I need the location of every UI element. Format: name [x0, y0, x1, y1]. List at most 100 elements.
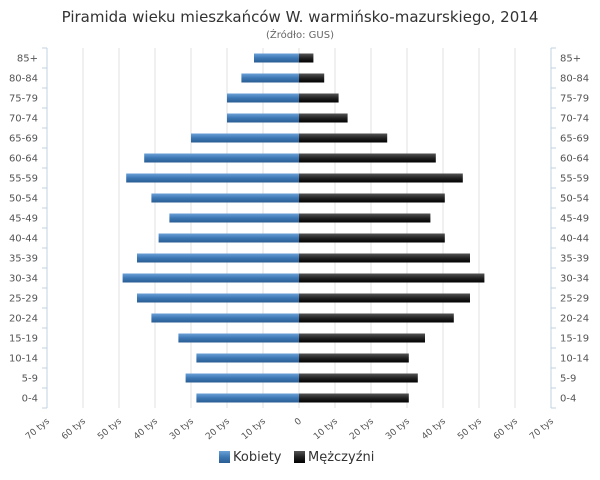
- x-tick-label: 10 tys: [312, 416, 340, 442]
- category-label: 55-59: [560, 174, 589, 185]
- chart-subtitle: (Źródło: GUS): [266, 28, 334, 41]
- category-label: 85+: [17, 54, 38, 65]
- category-label: 80-84: [560, 74, 589, 85]
- category-label: 35-39: [560, 254, 589, 265]
- x-tick-label: 60 tys: [60, 416, 88, 442]
- bar-mezczyzni-7[interactable]: [299, 193, 445, 203]
- bar-kobiety-15[interactable]: [196, 353, 299, 363]
- bar-mezczyzni-14[interactable]: [299, 333, 425, 343]
- category-label: 60-64: [9, 154, 38, 165]
- bar-kobiety-8[interactable]: [169, 213, 299, 223]
- x-tick-label: 20 tys: [348, 416, 376, 442]
- bar-kobiety-0[interactable]: [254, 53, 299, 63]
- bar-kobiety-17[interactable]: [196, 393, 299, 403]
- bar-kobiety-1[interactable]: [241, 73, 299, 83]
- category-label: 10-14: [560, 354, 589, 365]
- legend-label-mezczyzni[interactable]: Mężczyźni: [308, 450, 374, 465]
- category-label: 45-49: [9, 214, 38, 225]
- bar-mezczyzni-2[interactable]: [299, 93, 339, 103]
- x-tick-label: 0: [293, 416, 304, 428]
- bar-mezczyzni-16[interactable]: [299, 373, 418, 383]
- category-label: 65-69: [9, 134, 38, 145]
- category-label: 5-9: [560, 374, 576, 385]
- bars: [122, 53, 485, 403]
- legend[interactable]: Kobiety Mężczyźni: [219, 450, 374, 465]
- x-tick-label: 30 tys: [384, 416, 412, 442]
- bar-mezczyzni-8[interactable]: [299, 213, 431, 223]
- category-label: 15-19: [9, 334, 38, 345]
- bar-mezczyzni-13[interactable]: [299, 313, 454, 323]
- category-label: 60-64: [560, 154, 589, 165]
- category-label: 0-4: [560, 394, 576, 405]
- bar-mezczyzni-17[interactable]: [299, 393, 409, 403]
- category-label: 75-79: [560, 94, 589, 105]
- grid-lines: [46, 48, 552, 408]
- bar-kobiety-11[interactable]: [122, 273, 299, 283]
- category-label: 30-34: [560, 274, 589, 285]
- bar-kobiety-4[interactable]: [191, 133, 299, 143]
- axis-frame: [42, 47, 556, 409]
- category-label: 25-29: [560, 294, 589, 305]
- category-label: 45-49: [560, 214, 589, 225]
- bar-kobiety-7[interactable]: [151, 193, 299, 203]
- x-tick-label: 70 tys: [24, 416, 52, 442]
- category-label: 20-24: [9, 314, 38, 325]
- category-label: 15-19: [560, 334, 589, 345]
- x-tick-label: 40 tys: [132, 416, 160, 442]
- category-label: 5-9: [22, 374, 38, 385]
- bar-mezczyzni-10[interactable]: [299, 253, 470, 263]
- bar-mezczyzni-9[interactable]: [299, 233, 445, 243]
- category-label: 55-59: [9, 174, 38, 185]
- category-label: 35-39: [9, 254, 38, 265]
- category-label: 50-54: [560, 194, 589, 205]
- category-label: 30-34: [9, 274, 38, 285]
- bar-kobiety-9[interactable]: [158, 233, 299, 243]
- category-label: 65-69: [560, 134, 589, 145]
- category-label: 0-4: [22, 394, 38, 405]
- bar-mezczyzni-1[interactable]: [299, 73, 325, 83]
- legend-swatch-kobiety[interactable]: [219, 451, 230, 463]
- x-tick-label: 50 tys: [456, 416, 484, 442]
- bar-kobiety-6[interactable]: [126, 173, 299, 183]
- category-label: 20-24: [560, 314, 589, 325]
- x-tick-label: 60 tys: [492, 416, 520, 442]
- bar-kobiety-12[interactable]: [137, 293, 299, 303]
- bar-kobiety-2[interactable]: [227, 93, 299, 103]
- bar-mezczyzni-6[interactable]: [299, 173, 463, 183]
- bar-mezczyzni-3[interactable]: [299, 113, 348, 123]
- legend-swatch-mezczyzni[interactable]: [294, 451, 305, 463]
- bar-mezczyzni-4[interactable]: [299, 133, 388, 143]
- bar-mezczyzni-11[interactable]: [299, 273, 485, 283]
- category-label: 10-14: [9, 354, 38, 365]
- category-label: 75-79: [9, 94, 38, 105]
- category-label: 50-54: [9, 194, 38, 205]
- x-tick-label: 10 tys: [240, 416, 268, 442]
- x-tick-label: 20 tys: [204, 416, 232, 442]
- category-label: 80-84: [9, 74, 38, 85]
- x-tick-label: 70 tys: [528, 416, 556, 442]
- chart-title: Piramida wieku mieszkańców W. warmińsko-…: [62, 8, 539, 26]
- bar-kobiety-5[interactable]: [144, 153, 299, 163]
- x-tick-label: 50 tys: [96, 416, 124, 442]
- x-tick-labels: 70 tys 60 tys 50 tys 40 tys 30 tys 20 tys 10 t…: [24, 416, 556, 442]
- category-label: 70-74: [9, 114, 38, 125]
- category-label: 25-29: [9, 294, 38, 305]
- bar-mezczyzni-12[interactable]: [299, 293, 470, 303]
- bar-kobiety-13[interactable]: [151, 313, 299, 323]
- x-tick-label: 40 tys: [420, 416, 448, 442]
- category-label: 85+: [560, 54, 581, 65]
- category-label: 40-44: [9, 234, 38, 245]
- bar-mezczyzni-0[interactable]: [299, 53, 314, 63]
- category-labels-right: 85+ 80-84 75-79 70-74 65-69 60-64 55-59 50-54 45…: [560, 54, 589, 405]
- category-label: 40-44: [560, 234, 589, 245]
- legend-label-kobiety[interactable]: Kobiety: [233, 450, 282, 465]
- bar-mezczyzni-5[interactable]: [299, 153, 436, 163]
- bar-kobiety-16[interactable]: [185, 373, 299, 383]
- bar-kobiety-14[interactable]: [178, 333, 299, 343]
- x-tick-label: 30 tys: [168, 416, 196, 442]
- bar-kobiety-3[interactable]: [227, 113, 299, 123]
- bar-kobiety-10[interactable]: [137, 253, 299, 263]
- bar-mezczyzni-15[interactable]: [299, 353, 409, 363]
